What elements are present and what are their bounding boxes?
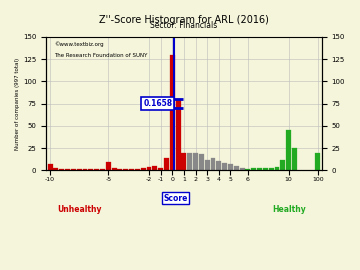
- Title: Z''-Score Histogram for ARL (2016): Z''-Score Histogram for ARL (2016): [99, 15, 269, 25]
- Bar: [117, 168, 122, 170]
- Bar: [106, 162, 111, 170]
- Bar: [234, 166, 239, 170]
- Bar: [228, 164, 233, 170]
- Bar: [240, 168, 244, 170]
- Bar: [257, 168, 262, 170]
- Y-axis label: Number of companies (997 total): Number of companies (997 total): [15, 58, 20, 150]
- Bar: [176, 99, 181, 170]
- Bar: [181, 153, 186, 170]
- Text: Unhealthy: Unhealthy: [57, 205, 102, 214]
- Bar: [315, 153, 320, 170]
- Bar: [112, 168, 117, 170]
- Bar: [292, 148, 297, 170]
- Bar: [164, 158, 169, 170]
- Bar: [199, 154, 204, 170]
- Bar: [263, 168, 268, 170]
- Text: The Research Foundation of SUNY: The Research Foundation of SUNY: [54, 53, 148, 58]
- Bar: [158, 168, 163, 170]
- Bar: [53, 168, 58, 170]
- Bar: [275, 167, 279, 170]
- Bar: [141, 168, 146, 170]
- Bar: [269, 168, 274, 170]
- Bar: [59, 168, 64, 170]
- Bar: [251, 168, 256, 170]
- Bar: [135, 168, 140, 170]
- Bar: [100, 168, 105, 170]
- Text: 0.1658: 0.1658: [143, 99, 172, 108]
- Bar: [187, 153, 192, 170]
- Text: ©www.textbiz.org: ©www.textbiz.org: [54, 41, 104, 46]
- Bar: [48, 164, 53, 170]
- Bar: [222, 163, 227, 170]
- Bar: [170, 55, 175, 170]
- Bar: [147, 167, 152, 170]
- Bar: [216, 161, 221, 170]
- Bar: [211, 158, 215, 170]
- Bar: [246, 168, 250, 170]
- Bar: [152, 166, 157, 170]
- Text: Score: Score: [163, 194, 188, 203]
- Bar: [280, 160, 285, 170]
- Bar: [205, 160, 210, 170]
- Bar: [123, 168, 128, 170]
- Bar: [286, 130, 291, 170]
- Bar: [193, 153, 198, 170]
- Text: Healthy: Healthy: [272, 205, 306, 214]
- Bar: [129, 168, 134, 170]
- Text: Sector: Financials: Sector: Financials: [150, 21, 217, 29]
